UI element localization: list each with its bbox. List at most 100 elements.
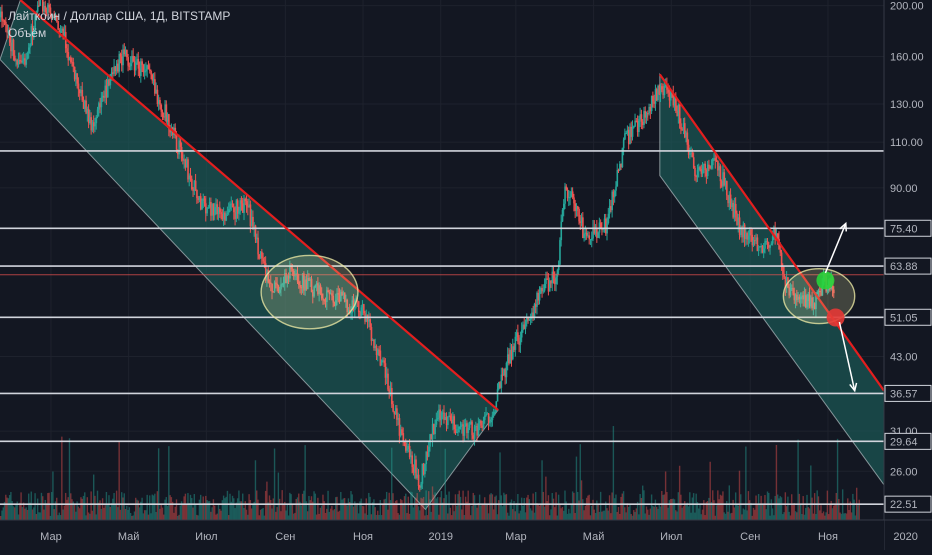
volume-bar [830,500,832,520]
volume-bar [266,481,268,520]
volume-bar [784,492,787,520]
candle [457,428,459,433]
volume-bar [306,511,309,520]
volume-bar [485,503,487,520]
candle [546,278,549,280]
volume-bar [117,507,119,520]
volume-indicator-label[interactable]: Объём [8,26,47,40]
volume-bar [328,511,331,520]
candle [566,189,569,199]
price-axis[interactable] [884,0,932,550]
candle [463,426,466,436]
volume-bar [481,503,483,520]
volume-bar [1,510,3,520]
candle [72,62,75,67]
candle [496,389,499,402]
candle [122,49,124,66]
volume-bar [128,507,131,520]
volume-bar [192,507,194,520]
volume-bar [187,493,189,520]
volume-bar [649,508,652,520]
candle [138,68,141,77]
volume-bar [399,498,402,520]
volume-bar [571,491,574,520]
volume-bar [389,500,392,520]
volume-bar [335,497,337,520]
resistance-trendline-1[interactable] [19,0,499,411]
candle [29,44,31,48]
candle [789,288,792,296]
symbol-title[interactable]: Лайткоин / Доллар США, 1Д, BITSTAMP [8,9,231,23]
candle [759,246,761,248]
resistance-trendline-2[interactable] [658,73,885,392]
volume-bar [422,496,425,520]
candle [464,423,467,427]
candle [43,5,45,12]
volume-bar [0,515,2,520]
volume-bar [24,508,26,520]
volume-bar [406,513,408,520]
volume-bar [221,500,224,520]
volume-bar [729,513,732,520]
candle [627,129,630,145]
volume-bar [848,510,850,520]
volume-bar [273,448,276,520]
candle [624,133,626,140]
volume-bar [276,507,278,520]
volume-bar [607,510,609,520]
volume-bar [745,446,747,520]
candle [263,261,266,264]
candle [761,245,764,253]
volume-bar [208,501,211,520]
candle [750,229,752,235]
volume-bar [515,503,518,520]
candle [816,292,819,295]
volume-bar [526,497,528,520]
volume-bar [592,499,594,520]
green-marker[interactable] [816,271,835,290]
candle [203,198,206,204]
candle [583,233,585,239]
volume-bar [16,501,18,520]
volume-bar [350,491,352,520]
candle [175,135,178,150]
candle [110,72,113,75]
volume-bar [682,506,685,520]
volume-bar [608,495,611,520]
volume-bar [356,503,359,520]
volume-bar [829,503,831,520]
candle [501,374,504,376]
volume-bar [272,498,274,520]
candle [765,241,768,243]
candle [86,108,89,114]
candle [230,203,233,205]
red-marker[interactable] [826,308,845,327]
candle [459,425,462,427]
candle [78,89,81,94]
volume-bar [643,490,645,520]
time-axis[interactable] [0,520,884,550]
volume-bar [121,492,123,520]
volume-bar [692,493,695,520]
projection-arrow-2[interactable] [838,321,856,391]
volume-bar [467,490,469,520]
volume-bar [625,512,627,520]
time-tick-label: 2020 [893,531,917,543]
volume-bar [724,513,727,520]
volume-bar [582,499,584,520]
candle [118,54,121,72]
candle [648,106,650,114]
volume-bar [40,492,43,520]
highlight-ellipse-1[interactable] [260,254,359,330]
volume-bar [250,508,253,520]
projection-arrow-1[interactable] [824,223,847,274]
volume-bar [351,494,353,520]
time-tick-label: Июл [660,531,682,543]
candle [655,89,658,101]
candle [612,191,615,198]
candle [335,300,337,307]
volume-bar [270,499,272,520]
volume-bar [225,496,227,520]
